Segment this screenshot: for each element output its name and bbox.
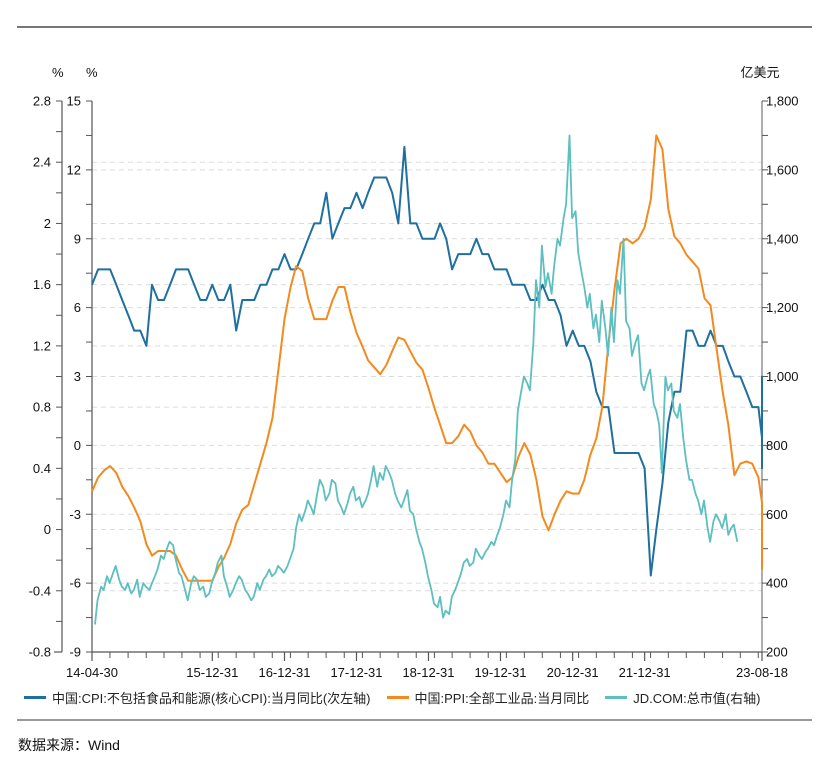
legend-label-jd-market-cap: JD.COM:总市值(右轴) bbox=[633, 691, 761, 706]
right-axis-tick-label: 200 bbox=[766, 645, 788, 660]
left-outer-axis-tick-label: 1.2 bbox=[33, 338, 51, 353]
jd-market-cap-line bbox=[94, 134, 739, 625]
legend-swatch-ppi bbox=[386, 696, 409, 699]
series-layer bbox=[91, 134, 763, 625]
left-inner-axis-tick-label: 15 bbox=[67, 94, 81, 109]
left-outer-axis-tick-label: 1.6 bbox=[33, 277, 51, 292]
left-inner-axis-tick-label: 0 bbox=[74, 438, 81, 453]
left-inner-axis-tick-label: 3 bbox=[74, 369, 81, 384]
right-axis-tick-label: 1,800 bbox=[766, 94, 799, 109]
legend-item-jd-market-cap[interactable]: JD.COM:总市值(右轴) bbox=[605, 688, 760, 707]
right-axis-tick-label: 400 bbox=[766, 576, 788, 591]
left-outer-axis-tick-label: 2.4 bbox=[33, 155, 51, 170]
x-axis-tick-label: 16-12-31 bbox=[258, 665, 310, 680]
right-axis-tick-label: 1,000 bbox=[766, 369, 799, 384]
legend-swatch-jd-market-cap bbox=[605, 696, 628, 699]
x-axis-tick-label: 20-12-31 bbox=[547, 665, 599, 680]
left-outer-axis-tick-label: -0.4 bbox=[29, 583, 51, 598]
top-divider bbox=[17, 26, 812, 28]
data-source-note: 数据来源：Wind bbox=[18, 737, 120, 753]
ppi-line bbox=[91, 134, 763, 582]
left-inner-axis-tick-label: -9 bbox=[69, 645, 81, 660]
legend-label-core-cpi: 中国:CPI:不包括食品和能源(核心CPI):当月同比(次左轴) bbox=[52, 691, 371, 706]
chart-area: 2.8 2.4 2 1.6 1.2 0.8 0.4 0 -0.4 -0.8 15 12 9 6 3 0 -3 -6… bbox=[29, 65, 799, 681]
x-axis-tick-label: 18-12-31 bbox=[402, 665, 454, 680]
left-inner-axis-tick-label: 12 bbox=[67, 162, 81, 177]
right-axis-tick-label: 800 bbox=[766, 438, 788, 453]
left-inner-axis-tick-label: 9 bbox=[74, 231, 81, 246]
left-outer-axis-tick-label: 2.8 bbox=[33, 94, 51, 109]
legend-item-ppi[interactable]: 中国:PPI:全部工业品:当月同比 bbox=[386, 688, 590, 707]
right-unit-label: 亿美元 bbox=[740, 65, 779, 80]
left-outer-unit-label: % bbox=[52, 65, 64, 80]
right-axis-tick-label: 600 bbox=[766, 507, 788, 522]
left-inner-axis-tick-label: 6 bbox=[74, 300, 81, 315]
x-axis-tick-label: 19-12-31 bbox=[474, 665, 526, 680]
right-axis-tick-label: 1,400 bbox=[766, 231, 799, 246]
left-outer-axis-tick-label: 0 bbox=[44, 522, 51, 537]
left-inner-axis-tick-label: -3 bbox=[69, 507, 81, 522]
axes: 2.8 2.4 2 1.6 1.2 0.8 0.4 0 -0.4 -0.8 15 12 9 6 3 0 -3 -6… bbox=[29, 94, 799, 681]
legend-item-core-cpi[interactable]: 中国:CPI:不包括食品和能源(核心CPI):当月同比(次左轴) bbox=[24, 688, 371, 707]
left-outer-axis-tick-label: 2 bbox=[44, 216, 51, 231]
bottom-divider bbox=[17, 719, 812, 721]
legend-label-ppi: 中国:PPI:全部工业品:当月同比 bbox=[414, 691, 590, 706]
core-cpi-line bbox=[91, 145, 763, 577]
right-axis-tick-label: 1,600 bbox=[766, 162, 799, 177]
left-outer-axis-tick-label: 0.4 bbox=[33, 461, 51, 476]
legend: 中国:CPI:不包括食品和能源(核心CPI):当月同比(次左轴) 中国:PPI:… bbox=[24, 688, 814, 707]
legend-swatch-core-cpi bbox=[24, 696, 46, 699]
x-axis-tick-label: 14-04-30 bbox=[66, 665, 118, 680]
left-outer-axis-tick-label: -0.8 bbox=[29, 645, 51, 660]
left-inner-axis-tick-label: -6 bbox=[69, 576, 81, 591]
x-axis-tick-label: 15-12-31 bbox=[186, 665, 238, 680]
x-axis-tick-label: 21-12-31 bbox=[619, 665, 671, 680]
x-axis-tick-label: 17-12-31 bbox=[330, 665, 382, 680]
right-axis-tick-label: 1,200 bbox=[766, 300, 799, 315]
x-axis-tick-label: 23-08-18 bbox=[736, 665, 788, 680]
left-outer-axis-tick-label: 0.8 bbox=[33, 400, 51, 415]
left-inner-unit-label: % bbox=[86, 65, 98, 80]
gridlines bbox=[92, 161, 762, 592]
